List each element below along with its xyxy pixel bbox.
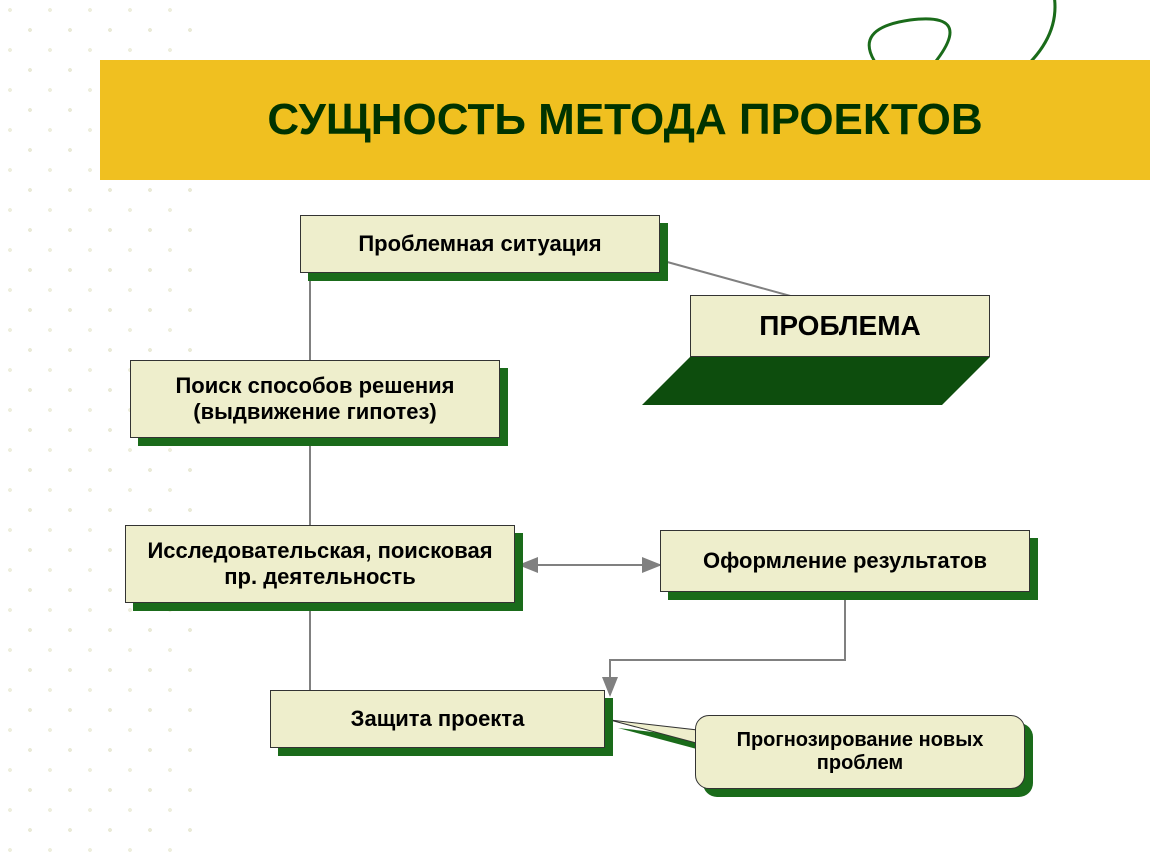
node-forecast: Прогнозирование новых проблем	[695, 715, 1025, 789]
node-search-label: Поиск способов решения (выдвижение гипот…	[130, 360, 500, 438]
node-problem-label: ПРОБЛЕМА	[690, 295, 990, 357]
node-results: Оформление результатов	[660, 530, 1030, 592]
node-results-label: Оформление результатов	[660, 530, 1030, 592]
node-research: Исследовательская, поисковая пр. деятель…	[125, 525, 515, 603]
node-search: Поиск способов решения (выдвижение гипот…	[130, 360, 500, 438]
node-situation: Проблемная ситуация	[300, 215, 660, 273]
node-defense: Защита проекта	[270, 690, 605, 748]
node-defense-label: Защита проекта	[270, 690, 605, 748]
node-research-label: Исследовательская, поисковая пр. деятель…	[125, 525, 515, 603]
node-problem: ПРОБЛЕМА	[690, 295, 990, 405]
node-situation-label: Проблемная ситуация	[300, 215, 660, 273]
node-forecast-label: Прогнозирование новых проблем	[695, 715, 1025, 789]
diagram-nodes: Проблемная ситуация ПРОБЛЕМА Поиск способо…	[0, 0, 1150, 864]
